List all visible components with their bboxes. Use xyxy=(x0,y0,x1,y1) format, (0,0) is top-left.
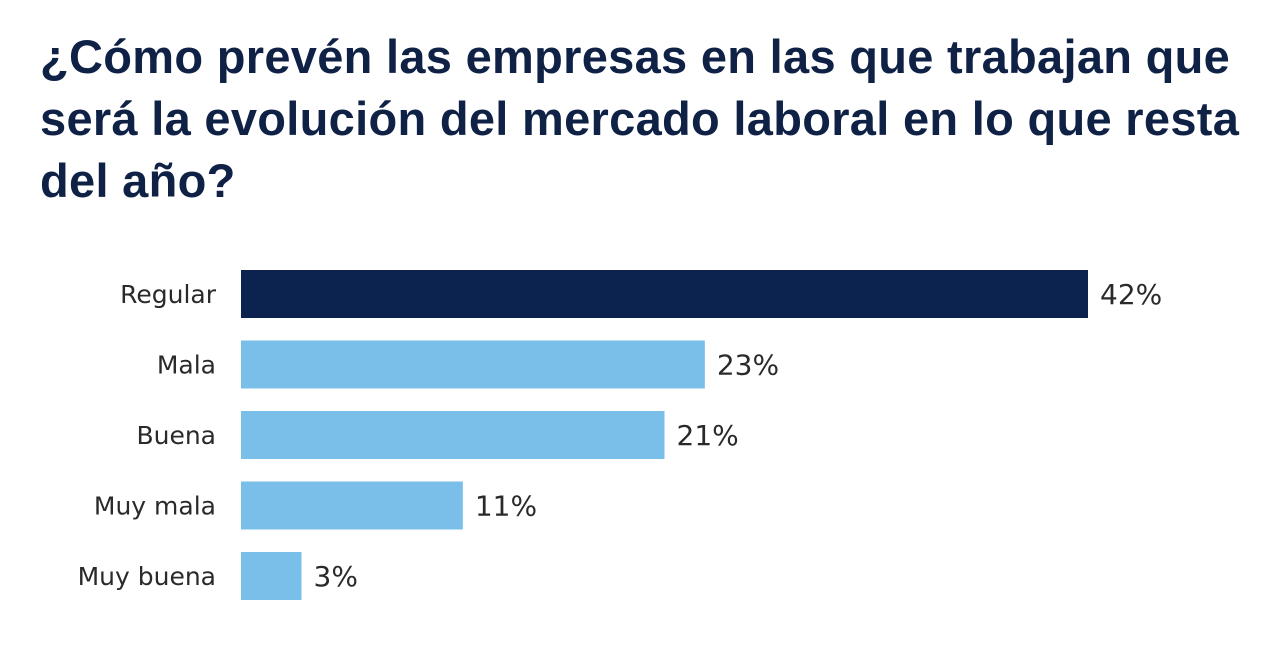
value-label: 3% xyxy=(314,560,358,593)
value-label: 23% xyxy=(717,349,779,382)
bar-muy-buena xyxy=(241,552,302,600)
category-label: Regular xyxy=(120,280,217,309)
value-label: 11% xyxy=(475,490,537,523)
category-label: Buena xyxy=(136,421,216,450)
bar-muy-mala xyxy=(241,481,463,530)
bar-mala xyxy=(241,340,705,389)
value-label: 42% xyxy=(1100,278,1162,311)
bar-regular xyxy=(241,270,1088,318)
category-label: Muy buena xyxy=(78,562,216,591)
bar-buena xyxy=(241,411,665,459)
chart-title: ¿Cómo prevén las empresas en las que tra… xyxy=(40,30,1240,207)
category-label: Mala xyxy=(157,351,216,380)
value-label: 21% xyxy=(677,419,739,452)
category-label: Muy mala xyxy=(94,492,216,521)
